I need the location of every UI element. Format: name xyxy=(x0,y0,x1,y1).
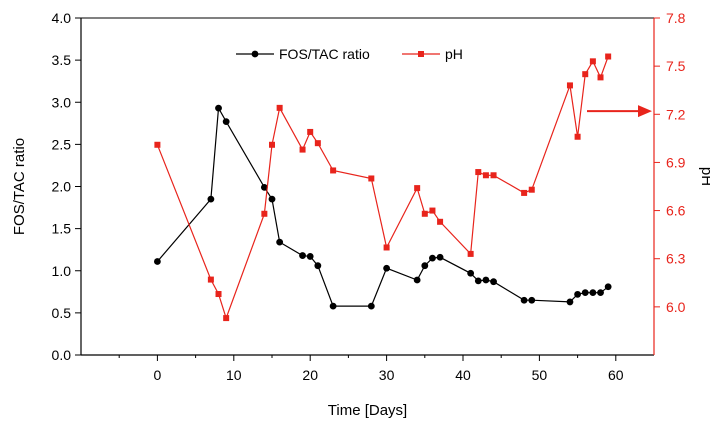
ph-point xyxy=(223,315,230,322)
fos-tac-point xyxy=(306,253,314,260)
fos-tac-point xyxy=(490,278,497,286)
arrow-head xyxy=(638,105,652,118)
legend: FOS/TAC ratio pH xyxy=(236,46,463,62)
y-right-tick-label: 7.8 xyxy=(666,10,686,26)
x-axis-label: Time [Days] xyxy=(328,402,407,419)
ph-point xyxy=(368,175,375,182)
ph-point xyxy=(605,53,612,60)
ph-point xyxy=(276,104,283,111)
x-tick-label: 50 xyxy=(532,367,548,383)
ph-point xyxy=(215,291,222,298)
ph-point xyxy=(421,210,428,217)
y-left-tick-label: 1.5 xyxy=(52,221,72,237)
fos-tac-point xyxy=(421,262,429,270)
ph-point xyxy=(383,244,390,251)
fos-tac-point xyxy=(597,289,604,297)
ph-point xyxy=(475,169,482,176)
fos-tac-point xyxy=(299,252,306,259)
y-right-axis-label: pH xyxy=(698,167,710,186)
y-right-tick-label: 6.3 xyxy=(666,251,686,267)
fos-tac-point xyxy=(329,302,337,310)
annotations xyxy=(587,105,652,118)
ph-point xyxy=(589,58,596,65)
ph-point xyxy=(154,141,161,148)
ph-point xyxy=(597,74,604,81)
legend-label: FOS/TAC ratio xyxy=(279,46,370,62)
y-left-axis: 0.0 0.5 1.0 1.5 2.0 2.5 3.0 3.5 4.0 xyxy=(52,10,81,363)
y-right-axis: 6.0 6.3 6.6 6.9 7.2 7.5 7.8 xyxy=(654,10,686,315)
ph-point xyxy=(437,218,444,225)
fos-tac-point xyxy=(207,195,215,203)
fos-tac-point xyxy=(467,269,475,277)
fos-tac-point xyxy=(413,276,421,284)
y-left-tick-label: 0.5 xyxy=(52,305,72,321)
series-layer xyxy=(154,53,612,322)
fos-tac-point xyxy=(581,289,589,297)
ph-point xyxy=(482,172,489,179)
legend-label: pH xyxy=(445,46,463,62)
legend-marker-circle xyxy=(251,50,259,58)
y-right-tick-label: 7.2 xyxy=(666,106,686,122)
fos-tac-point xyxy=(474,277,482,285)
fos-tac-point xyxy=(574,290,581,298)
y-left-tick-label: 0.0 xyxy=(52,347,72,363)
fos-tac-point xyxy=(268,195,276,203)
ph-point xyxy=(414,185,421,192)
y-left-tick-label: 2.5 xyxy=(52,136,72,152)
y-right-tick-label: 6.6 xyxy=(666,203,686,219)
ph-point xyxy=(582,71,589,78)
legend-marker-square xyxy=(418,51,424,57)
fos-tac-point xyxy=(482,276,490,284)
x-tick-label: 30 xyxy=(379,367,395,383)
y-left-axis-label: FOS/TAC ratio xyxy=(11,138,28,235)
ph-point xyxy=(299,146,306,153)
ph-point xyxy=(261,210,268,217)
y-left-tick-label: 3.0 xyxy=(52,94,72,110)
fos-tac-point xyxy=(566,298,574,306)
y-left-tick-label: 4.0 xyxy=(52,10,72,26)
y-left-tick-label: 1.0 xyxy=(52,263,72,279)
y-left-tick-label: 3.5 xyxy=(52,52,72,68)
ph-point xyxy=(330,167,337,174)
y-left-tick-label: 2.0 xyxy=(52,179,72,195)
ph-point xyxy=(574,133,581,140)
ph-point xyxy=(521,189,528,196)
x-axis: 0 10 20 30 40 50 60 xyxy=(118,355,624,383)
fos-tac-point xyxy=(589,289,597,297)
fos-tac-point xyxy=(154,258,161,265)
fos-tac-point xyxy=(215,104,222,112)
fos-tac-point xyxy=(260,183,268,191)
ph-point xyxy=(528,186,535,193)
y-right-tick-label: 6.0 xyxy=(666,299,686,315)
fos-tac-point xyxy=(222,118,230,126)
ph-point xyxy=(566,82,573,89)
fos-tac-point xyxy=(429,254,436,262)
fos-tac-point xyxy=(528,296,536,304)
series-line-fos-tac xyxy=(156,106,609,307)
fos-tac-point xyxy=(383,264,390,272)
x-tick-label: 40 xyxy=(455,367,471,383)
fos-tac-point xyxy=(314,262,322,270)
y-right-tick-label: 7.5 xyxy=(666,58,686,74)
ph-point xyxy=(269,141,275,148)
x-tick-label: 20 xyxy=(302,367,318,383)
fos-tac-point xyxy=(520,296,528,304)
fos-tac-point xyxy=(276,238,284,246)
ph-point xyxy=(467,250,474,257)
x-tick-label: 10 xyxy=(226,367,242,383)
x-tick-label: 0 xyxy=(154,367,162,383)
x-tick-label: 60 xyxy=(608,367,624,383)
fos-tac-point xyxy=(367,302,375,310)
ph-point xyxy=(207,276,214,283)
fos-tac-point xyxy=(436,253,444,261)
ph-point xyxy=(429,207,436,214)
ph-point xyxy=(490,172,497,179)
ph-point xyxy=(307,128,314,135)
ph-point xyxy=(314,140,321,147)
fos-tac-point xyxy=(604,283,612,291)
y-right-tick-label: 6.9 xyxy=(666,154,686,170)
